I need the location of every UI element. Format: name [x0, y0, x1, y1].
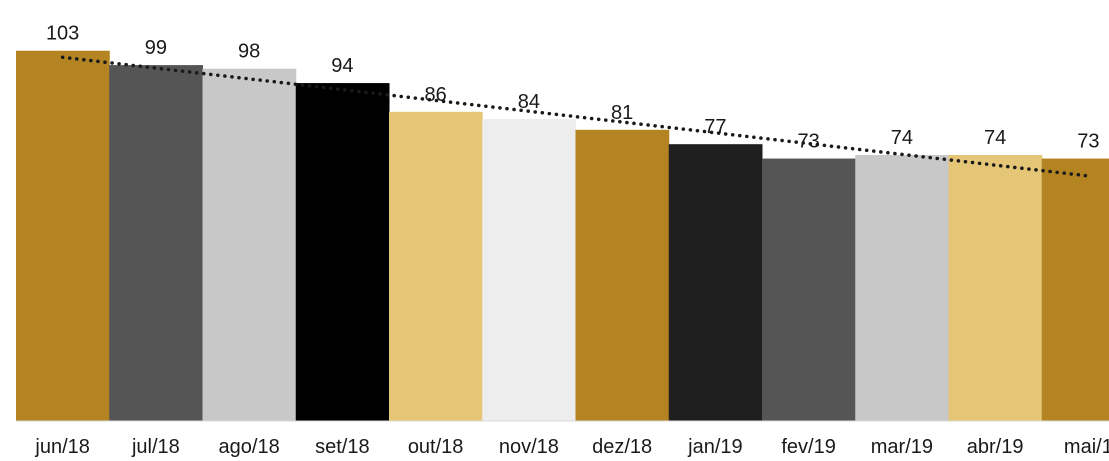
bar-2 — [202, 68, 297, 421]
data-label-10: 74 — [984, 127, 1006, 149]
data-label-11: 73 — [1077, 131, 1099, 153]
bar-9 — [855, 154, 949, 421]
bar-6 — [575, 129, 670, 421]
data-label-6: 81 — [611, 102, 633, 124]
data-label-4: 86 — [425, 84, 447, 106]
x-tick-label-9: mar/19 — [871, 436, 933, 458]
x-tick-label-2: ago/18 — [219, 436, 280, 458]
bar-10 — [948, 154, 1043, 421]
bar-8 — [762, 158, 856, 421]
x-tick-label-0: jun/18 — [34, 436, 90, 458]
bar-0 — [16, 50, 110, 422]
bars-group — [16, 50, 1109, 422]
x-tick-label-1: jul/18 — [131, 436, 180, 458]
bar-11 — [1041, 158, 1109, 421]
x-tick-label-5: nov/18 — [499, 436, 559, 458]
data-label-5: 84 — [518, 91, 540, 113]
data-label-9: 74 — [891, 127, 913, 149]
x-tick-label-8: fev/19 — [781, 436, 835, 458]
data-labels-group: 103 99 98 94 86 84 81 77 73 74 74 73 — [46, 23, 1100, 153]
x-tick-label-4: out/18 — [408, 436, 464, 458]
trendline — [60, 55, 1091, 178]
data-label-0: 103 — [46, 23, 79, 45]
data-label-1: 99 — [145, 37, 167, 59]
x-tick-label-3: set/18 — [315, 436, 369, 458]
bar-1 — [109, 65, 203, 421]
x-tick-label-10: abr/19 — [967, 436, 1024, 458]
data-label-8: 73 — [798, 131, 820, 153]
x-tick-label-6: dez/18 — [592, 436, 652, 458]
data-label-3: 94 — [331, 55, 353, 77]
bar-5 — [482, 119, 576, 422]
x-tick-label-11: mai/1 — [1064, 436, 1109, 458]
data-label-7: 77 — [704, 116, 726, 138]
data-label-2: 98 — [238, 41, 260, 63]
bar-3 — [295, 83, 390, 421]
x-tick-labels-group: jun/18 jul/18 ago/18 set/18 out/18 nov/18 dez/… — [34, 436, 1109, 458]
bar-7 — [668, 144, 763, 421]
x-tick-label-7: jan/19 — [687, 436, 743, 458]
bar-4 — [389, 111, 483, 421]
